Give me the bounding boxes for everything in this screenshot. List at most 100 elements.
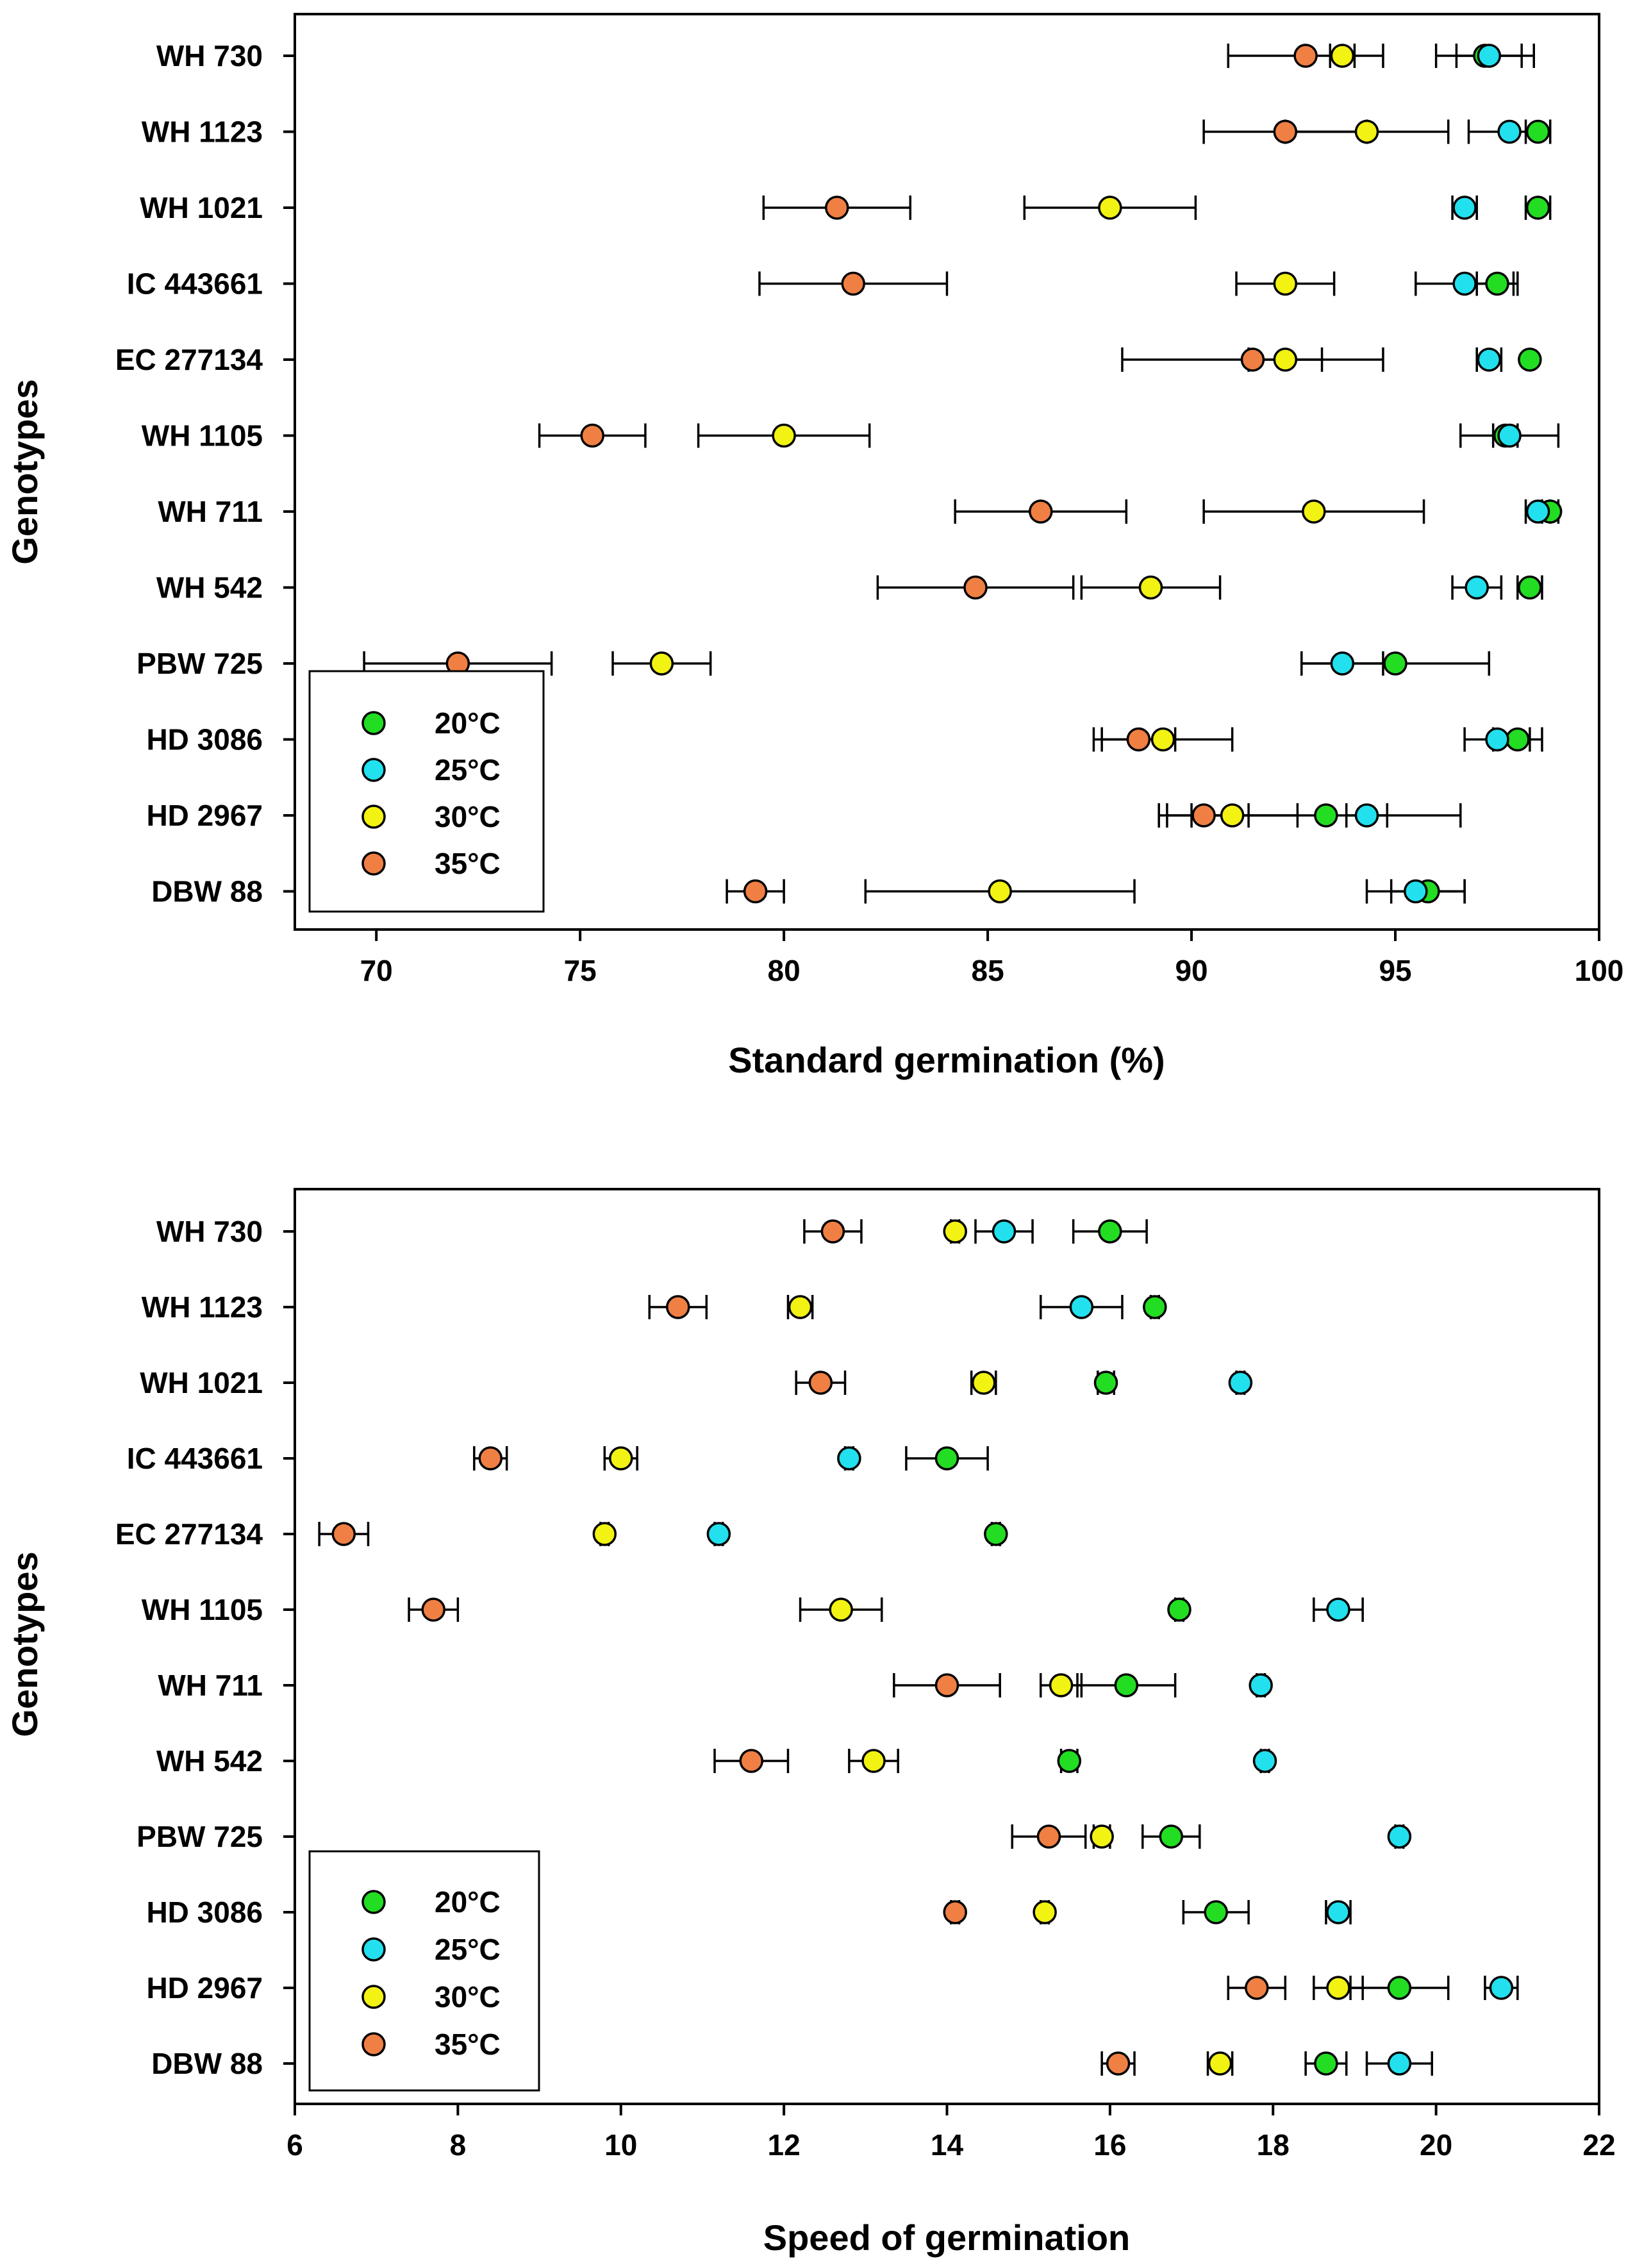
legend-marker [361,805,386,829]
y-tick-label: WH 1021 [140,1366,263,1399]
data-point [963,575,988,600]
y-tick-label: WH 1123 [142,115,263,149]
data-point [1387,1824,1412,1849]
data-point [943,1900,967,1924]
x-tick-label: 6 [286,2128,303,2162]
data-points-2 [331,1219,1514,2076]
legend-label: 35°C [435,847,501,880]
y-tick-label: HD 2967 [146,1971,263,2005]
data-point [1252,1749,1277,1773]
data-point [609,1446,633,1471]
x-tick-label: 14 [931,2128,964,2162]
data-point [1143,1295,1167,1319]
chart-speed-of-germination: 6 8 10 12 14 16 18 20 22 WH 730 WH 1123 WH 1021 IC … [4,1188,1616,2258]
data-point [1518,347,1542,372]
data-point [1525,499,1550,524]
y-tick-label: WH 730 [156,39,263,72]
data-point [1383,651,1407,676]
legend-label: 20°C [435,1885,501,1919]
data-point [1485,727,1509,752]
data-point [1326,1597,1350,1622]
data-point [1314,2051,1338,2076]
data-point [1525,119,1550,144]
data-point [1150,727,1175,752]
data-point [1326,1976,1350,2000]
y-tick-label: WH 542 [156,571,263,605]
data-point [1159,1824,1184,1849]
data-point [837,1446,861,1471]
legend-label: 35°C [435,2028,501,2061]
data-point [1098,1219,1122,1244]
x-tick-label: 18 [1257,2128,1290,2162]
data-point [580,423,604,448]
y-tick-label: WH 542 [156,1744,263,1778]
data-point [1057,1749,1082,1773]
data-point [1273,119,1298,144]
data-point [788,1295,813,1319]
legend-marker [361,711,386,735]
data-point [1485,271,1509,296]
data-point [1518,575,1542,600]
data-point [1029,499,1053,524]
data-point [984,1522,1008,1546]
legend-marker [361,758,386,782]
legend-1: 20°C 25°C 30°C 35°C [308,670,545,913]
y-tick-label: DBW 88 [151,875,263,908]
data-point [1330,44,1355,68]
x-tick-label: 100 [1575,954,1624,987]
data-point [1249,1673,1273,1697]
x-tick-label: 12 [768,2128,801,2162]
data-point [1354,803,1379,828]
x-axis-title-2: Speed of germination [763,2217,1131,2258]
data-point [331,1522,356,1546]
data-point [992,1219,1017,1244]
data-point [1273,347,1298,372]
data-point [743,879,768,904]
data-point [1273,271,1298,296]
data-point [1525,196,1550,220]
x-tick-label: 20 [1420,2128,1452,2162]
y-tick-label: PBW 725 [137,647,263,680]
y-tick-label: WH 730 [156,1215,263,1248]
data-point [478,1446,502,1471]
chart-standard-germination: 70 75 80 85 90 95 100 WH 730 WH 1123 WH 1021 IC 4… [4,13,1624,1080]
data-point [1497,423,1522,448]
data-point [1033,1900,1057,1924]
x-tick-label: 70 [360,954,393,987]
data-point [1326,1900,1350,1924]
legend-label: 30°C [435,800,501,833]
data-point [1489,1976,1514,2000]
legend-marker [361,1937,386,1962]
data-point [1204,1900,1228,1924]
data-point [1452,271,1477,296]
y-tick-label: HD 2967 [146,799,263,832]
x-tick-label: 85 [972,954,1004,987]
data-point [1167,1597,1191,1622]
legend-label: 30°C [435,1980,501,2014]
data-point [1452,196,1477,220]
data-point [1106,2051,1131,2076]
x-tick-label: 80 [768,954,801,987]
y-tick-label: PBW 725 [137,1820,263,1853]
data-point [1228,1371,1253,1395]
data-point [820,1219,845,1244]
data-point [649,651,674,676]
data-point [1497,119,1522,144]
data-point [1387,1976,1412,2000]
data-point [666,1295,690,1319]
legend-label: 20°C [435,706,501,740]
x-tick-label: 8 [450,2128,467,2162]
legend-entries-2: 20°C 25°C 30°C 35°C [361,1885,501,2061]
data-point [1245,1976,1269,2000]
legend-label: 25°C [435,753,501,787]
y-tick-label: HD 3086 [146,723,263,756]
data-point [1506,727,1530,752]
data-point [1240,347,1265,372]
data-point [825,196,849,220]
legend-marker [361,1985,386,2009]
x-tick-label: 22 [1582,2128,1615,2162]
data-point [808,1371,833,1395]
data-point [943,1219,967,1244]
data-point [934,1446,959,1471]
data-point [1049,1673,1074,1697]
